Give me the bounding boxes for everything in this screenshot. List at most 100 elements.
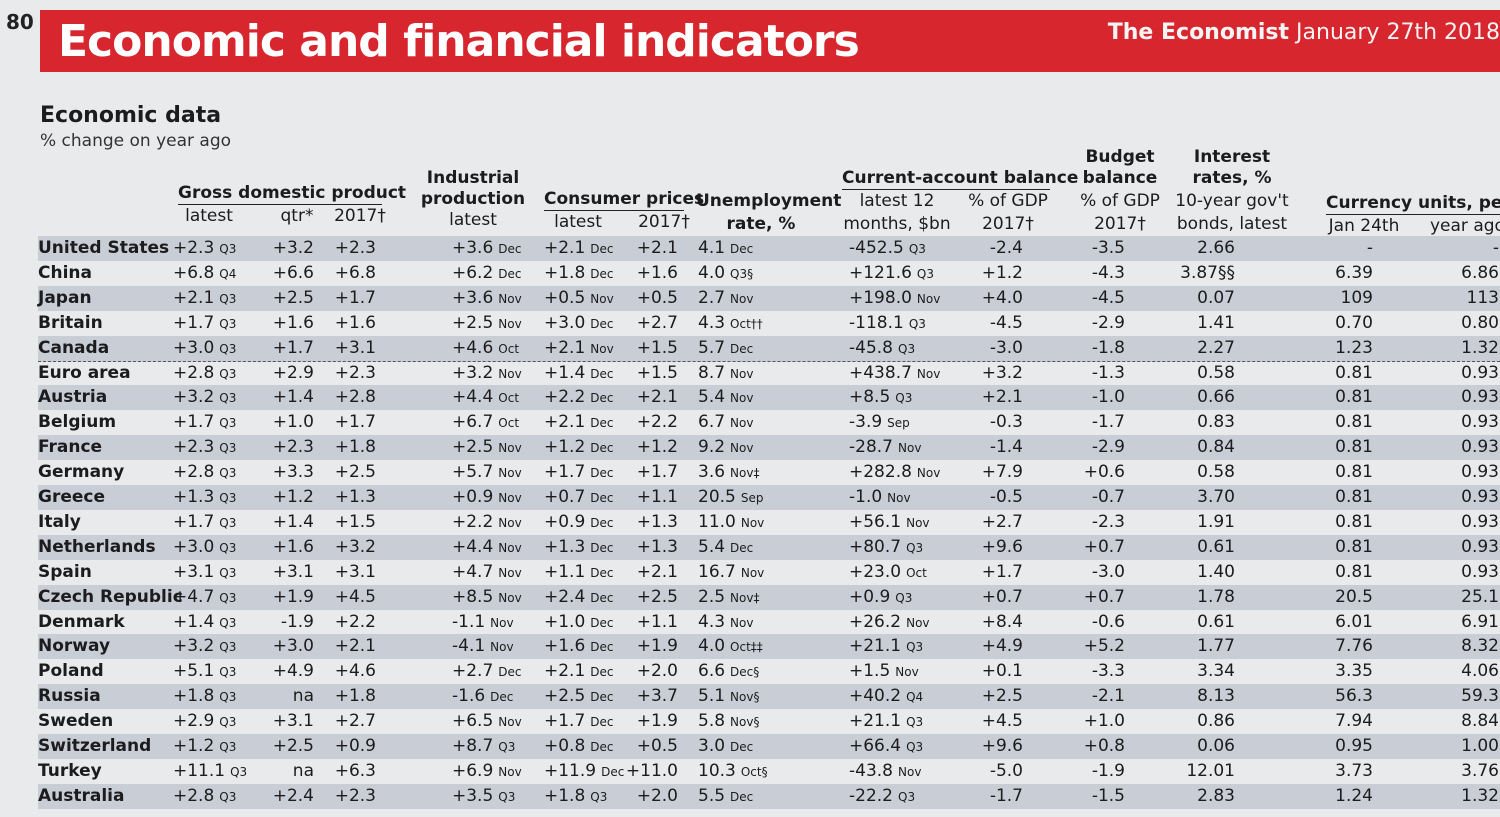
header-unemployment-rate: rate, % bbox=[726, 214, 796, 234]
country-name: United States bbox=[38, 238, 170, 258]
cell-budget: -3.0 bbox=[1091, 561, 1125, 582]
cell-cpi: +2.1 Dec bbox=[544, 238, 614, 258]
cell-unemp: 4.3 Nov bbox=[698, 611, 754, 632]
cell-cpi: +0.7 Dec bbox=[544, 487, 614, 507]
cell-budget: +0.7 bbox=[1083, 586, 1125, 607]
cell-ip-period: Nov bbox=[498, 540, 522, 555]
cell-gdp-qtr: +3.2 bbox=[272, 238, 314, 258]
header-ca-2017: 2017† bbox=[982, 214, 1034, 234]
cell-ca-bn: +40.2 Q4 bbox=[849, 686, 924, 707]
cell-gdp-latest-period: Q3 bbox=[219, 789, 237, 804]
cell-cpi-2017: +0.5 bbox=[636, 287, 678, 308]
section-subtitle: % change on year ago bbox=[40, 131, 232, 151]
cell-ca-gdp: +1.7 bbox=[981, 561, 1023, 582]
country-name: Czech Republic bbox=[38, 586, 183, 607]
table-row: Canada +3.0 Q3 +1.7 +3.1 +4.6 Oct +2.1 Nov +1.5 5.… bbox=[38, 335, 1500, 362]
cell-cur-ago: 0.93 bbox=[1461, 462, 1499, 483]
country-name: Netherlands bbox=[38, 536, 156, 557]
cell-gdp-latest: +1.7 Q3 bbox=[173, 312, 237, 333]
cell-gdp-qtr: +3.1 bbox=[272, 561, 314, 582]
cell-ip: +2.5 Nov bbox=[452, 437, 522, 458]
cell-cpi-2017: +1.9 bbox=[636, 711, 678, 732]
cell-cur-ago: 0.93 bbox=[1461, 362, 1499, 383]
cell-ca-bn: -22.2 Q3 bbox=[849, 785, 916, 806]
cell-ca-period: Nov bbox=[906, 515, 930, 530]
cell-unemp: 2.7 Nov bbox=[698, 287, 754, 308]
cell-cpi-2017: +2.7 bbox=[636, 312, 678, 333]
cell-ca-bn: +121.6 Q3 bbox=[849, 262, 935, 283]
cell-ca-gdp: +9.6 bbox=[981, 536, 1023, 557]
cell-budget: -2.9 bbox=[1091, 437, 1125, 458]
cell-cur-now: 0.81 bbox=[1335, 412, 1373, 433]
country-name: Turkey bbox=[38, 760, 102, 781]
cell-cur-now: 0.81 bbox=[1335, 487, 1373, 507]
cell-cpi-period: Dec bbox=[590, 665, 614, 680]
cell-gdp-latest: +1.7 Q3 bbox=[173, 412, 237, 433]
cell-cpi: +2.2 Dec bbox=[544, 387, 614, 408]
table-row: Belgium +1.7 Q3 +1.0 +1.7 +6.7 Oct +2.1 Dec +2.2 6… bbox=[38, 410, 1500, 435]
cell-cpi: +1.8 Q3 bbox=[544, 785, 608, 806]
cell-gdp-qtr: +1.2 bbox=[272, 487, 314, 507]
cell-gdp-qtr: na bbox=[292, 686, 314, 707]
cell-cpi: +2.5 Dec bbox=[544, 686, 614, 707]
cell-gdp-qtr: +2.4 bbox=[272, 785, 314, 806]
cell-cpi-2017: +0.5 bbox=[636, 736, 678, 756]
cell-ip-period: Oct bbox=[498, 391, 520, 406]
cell-gdp-2017: +2.3 bbox=[334, 238, 376, 258]
country-name: Belgium bbox=[38, 412, 117, 433]
cell-ca-bn: +21.1 Q3 bbox=[849, 711, 924, 732]
cell-cur-ago: 1.32 bbox=[1461, 785, 1499, 806]
cell-cur-ago: 113 bbox=[1466, 287, 1499, 308]
cell-budget: -1.0 bbox=[1091, 387, 1125, 408]
cell-bonds: 0.58 bbox=[1197, 362, 1235, 383]
cell-ip: +6.7 Oct bbox=[452, 412, 520, 433]
header-currency-now: Jan 24th bbox=[1328, 216, 1400, 236]
country-name: Canada bbox=[38, 337, 110, 358]
header-budget: Budget bbox=[1085, 147, 1155, 167]
cell-ip-period: Dec bbox=[490, 690, 514, 705]
cell-ca-period: Nov bbox=[898, 441, 922, 456]
cell-bonds: 2.66 bbox=[1197, 238, 1235, 258]
cell-unemp-period: Nov‡ bbox=[730, 590, 760, 605]
header-ip-line2: production bbox=[420, 189, 526, 209]
cell-gdp-2017: +1.6 bbox=[334, 312, 376, 333]
cell-ca-period: Nov bbox=[916, 466, 941, 481]
cell-bonds: 0.07 bbox=[1197, 287, 1235, 308]
cell-cpi-period: Nov bbox=[590, 341, 614, 356]
cell-ca-gdp: +2.7 bbox=[981, 511, 1023, 532]
cell-bonds: 8.13 bbox=[1197, 686, 1235, 707]
cell-gdp-2017: +1.3 bbox=[334, 487, 376, 507]
publication-line: The Economist January 27th 2018 bbox=[1108, 20, 1500, 45]
cell-cpi: +3.0 Dec bbox=[544, 312, 614, 333]
cell-cpi-2017: +1.7 bbox=[636, 462, 678, 483]
cell-cpi-period: Dec bbox=[590, 491, 614, 505]
cell-cpi: +1.2 Dec bbox=[544, 437, 614, 458]
cell-cpi-period: Dec bbox=[590, 366, 614, 381]
header-budget-gdp: % of GDP bbox=[1080, 191, 1160, 211]
cell-gdp-latest-period: Q3 bbox=[219, 640, 237, 655]
cell-cpi-2017: +1.1 bbox=[636, 487, 678, 507]
cell-bonds: 1.78 bbox=[1197, 586, 1235, 607]
cell-bonds: 0.06 bbox=[1197, 736, 1235, 756]
economic-data-table: United States +2.3 Q3 +3.2 +2.3 +3.6 Dec +2.1 De… bbox=[38, 236, 1500, 817]
table-row: Japan +2.1 Q3 +2.5 +1.7 +3.6 Nov +0.5 Nov +0.5 2.7… bbox=[38, 285, 1500, 311]
cell-ip-period: Nov bbox=[498, 491, 522, 505]
cell-ca-gdp: +4.9 bbox=[981, 636, 1023, 657]
cell-ip-period: Nov bbox=[490, 615, 514, 630]
cell-ca-period: Q3 bbox=[906, 715, 924, 730]
cell-ca-period: Q3 bbox=[908, 242, 926, 256]
cell-unemp: 4.3 Oct†† bbox=[698, 312, 763, 333]
cell-unemp: 10.3 Oct§ bbox=[698, 760, 768, 781]
country-name: Australia bbox=[38, 785, 125, 806]
cell-budget: -1.5 bbox=[1091, 785, 1125, 806]
cell-unemp-period: Oct§ bbox=[740, 764, 768, 779]
cell-gdp-qtr: +1.7 bbox=[272, 337, 314, 358]
cell-cpi: +1.3 Dec bbox=[544, 536, 614, 557]
cell-unemp-period: Nov bbox=[730, 391, 754, 406]
table-row: Netherlands +3.0 Q3 +1.6 +3.2 +4.4 Nov +1.3 Dec +… bbox=[38, 534, 1500, 560]
cell-cpi-period: Dec bbox=[590, 515, 614, 530]
cell-ca-bn: -118.1 Q3 bbox=[849, 312, 926, 333]
cell-cur-now: 0.81 bbox=[1335, 437, 1373, 458]
header-currency-year-ago: year ago bbox=[1430, 216, 1500, 236]
cell-cur-ago: 59.3 bbox=[1461, 686, 1499, 707]
